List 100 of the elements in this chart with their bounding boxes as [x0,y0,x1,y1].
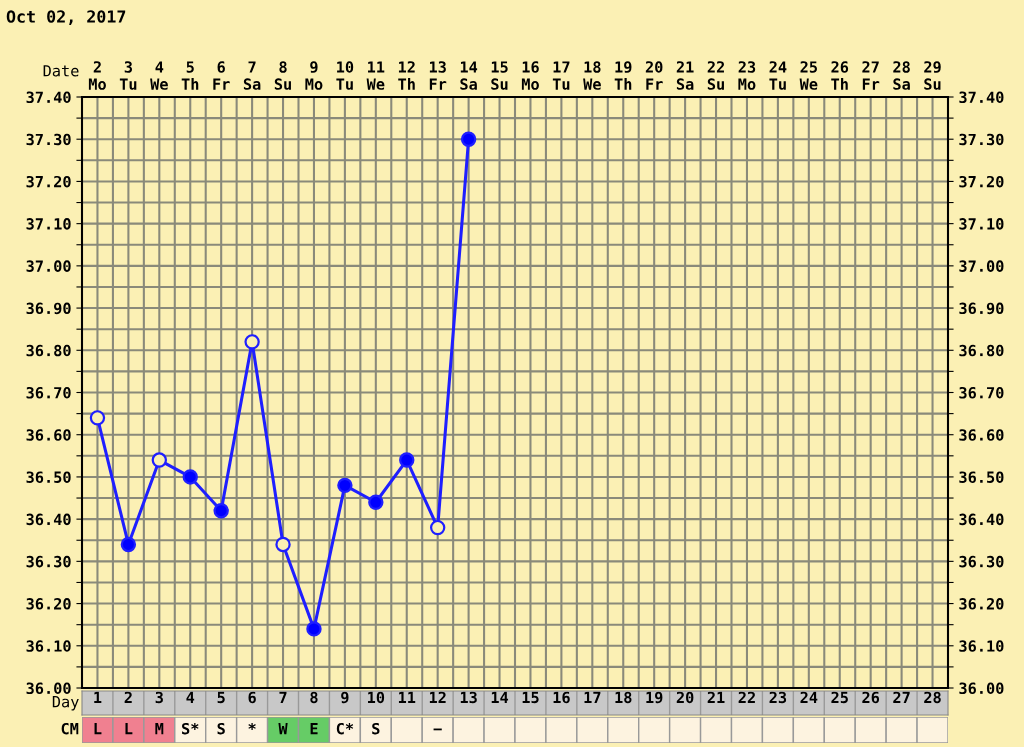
x-tick-label: 8 Su [274,61,291,90]
x-tick-label: 17 Tu [552,61,570,90]
y-tick-label: 36.40 [26,513,71,526]
x-tick-label: 27 Fr [862,61,880,90]
x2-tick-label: 4 [186,691,195,703]
y-tick-label: 36.80 [26,344,71,357]
y2-tick-label: 36.50 [959,471,1004,483]
x2-tick-label: 13 [460,691,477,704]
x2-tick-label: 10 [368,691,385,704]
y-tick-label: 37.20 [26,175,71,188]
y-tick-label: 37.30 [26,133,71,146]
x-tick-label: 9 Mo [305,61,323,90]
x-axis-title: Date [43,65,79,77]
y2-tick-label: 36.60 [959,429,1004,441]
category-label: S* [182,722,199,735]
x2-tick-label: 8 [310,691,318,704]
y-tick-label: 36.10 [26,640,71,652]
x2-tick-label: 21 [707,691,725,703]
x2-tick-label: 19 [646,691,663,704]
y-tick-label: 37.40 [26,91,71,104]
x2-tick-label: 1 [94,691,102,703]
x2-tick-label: 3 [155,691,163,704]
x2-tick-label: 15 [522,691,539,704]
x-tick-label: 25 We [799,61,818,90]
x2-tick-label: 27 [893,691,910,703]
x-tick-label: 26 Th [831,61,849,90]
x2-tick-label: 7 [279,691,287,703]
x-tick-label: 20 Fr [645,61,663,90]
x-tick-label: 23 Mo [738,61,756,90]
point [182,469,198,485]
y2-tick-label: 36.10 [959,640,1004,652]
x2-tick-label: 11 [398,691,416,703]
x2-axis-title: Day [52,696,79,711]
y-tick-label: 37.10 [26,218,71,230]
y-tick-label: 36.70 [26,386,71,399]
x-tick-label: 3 Tu [119,61,137,90]
x-tick-label: 2 Mo [88,61,106,90]
x2-tick-label: 24 [800,691,818,703]
category-label: * [248,722,256,730]
x-tick-label: 28 Sa [893,61,910,90]
point [399,452,415,468]
x2-tick-label: 20 [676,691,694,704]
y2-tick-label: 36.90 [959,302,1004,315]
y2-tick-label: 36.40 [959,513,1004,526]
category-label: − [433,728,442,731]
x2-tick-label: 6 [248,691,256,704]
y2-tick-label: 36.30 [959,555,1004,568]
x2-tick-label: 5 [217,691,225,704]
y2-tick-label: 36.80 [959,344,1004,357]
point [306,621,322,637]
point [275,536,291,553]
point [460,131,477,147]
point [213,503,229,519]
x2-tick-label: 25 [831,691,848,704]
x-tick-label: 11 We [366,61,385,90]
y2-tick-label: 37.10 [959,218,1004,230]
x-tick-label: 7 Sa [243,61,261,90]
x-tick-label: 6 Fr [213,61,230,90]
x-tick-label: 24 Tu [769,61,787,90]
x-tick-label: 13 Fr [429,61,447,90]
x2-tick-label: 9 [341,691,349,704]
y-tick-label: 36.90 [26,302,71,315]
x-tick-label: 21 Sa [676,61,694,90]
x2-tick-label: 12 [429,691,446,703]
category-label: S [372,722,380,735]
y2-tick-label: 36.20 [959,598,1004,610]
chart-title: Oct 02, 2017 [6,10,126,25]
point [368,494,384,510]
y2-tick-label: 36.00 [959,682,1004,695]
y2-tick-label: 37.30 [959,133,1004,146]
x-tick-label: 4 We [150,61,168,90]
y-tick-label: 36.20 [26,598,71,610]
category-label: L [94,723,102,735]
category-label: W [278,723,288,735]
x2-tick-label: 28 [924,691,941,704]
x-tick-label: 14 Sa [460,61,478,90]
x2-tick-label: 17 [584,691,601,703]
y2-tick-label: 37.00 [959,260,1004,272]
x2-tick-label: 22 [738,691,755,703]
x-tick-label: 12 Th [398,61,415,90]
text: CM [61,722,79,735]
x-tick-label: 5 Th [181,61,199,90]
y-tick-label: 36.50 [26,471,71,483]
point [89,410,106,426]
x-tick-label: 15 Su [491,61,508,90]
x-tick-label: 19 Th [614,61,632,90]
x2-tick-label: 16 [553,691,570,704]
y-tick-label: 36.00 [26,682,71,695]
x-tick-label: 10 Tu [336,61,354,90]
x2-tick-label: 26 [862,691,880,704]
y2-tick-label: 37.40 [959,91,1004,104]
y-tick-label: 36.30 [26,555,71,568]
x2-tick-label: 14 [491,691,509,703]
y2-tick-label: 37.20 [959,175,1004,188]
category-label: S [217,722,225,735]
x-tick-label: 18 We [583,61,601,90]
point [244,334,260,350]
y-tick-label: 36.60 [26,429,71,441]
category-label: M [155,723,164,735]
category-label: E [310,723,318,735]
